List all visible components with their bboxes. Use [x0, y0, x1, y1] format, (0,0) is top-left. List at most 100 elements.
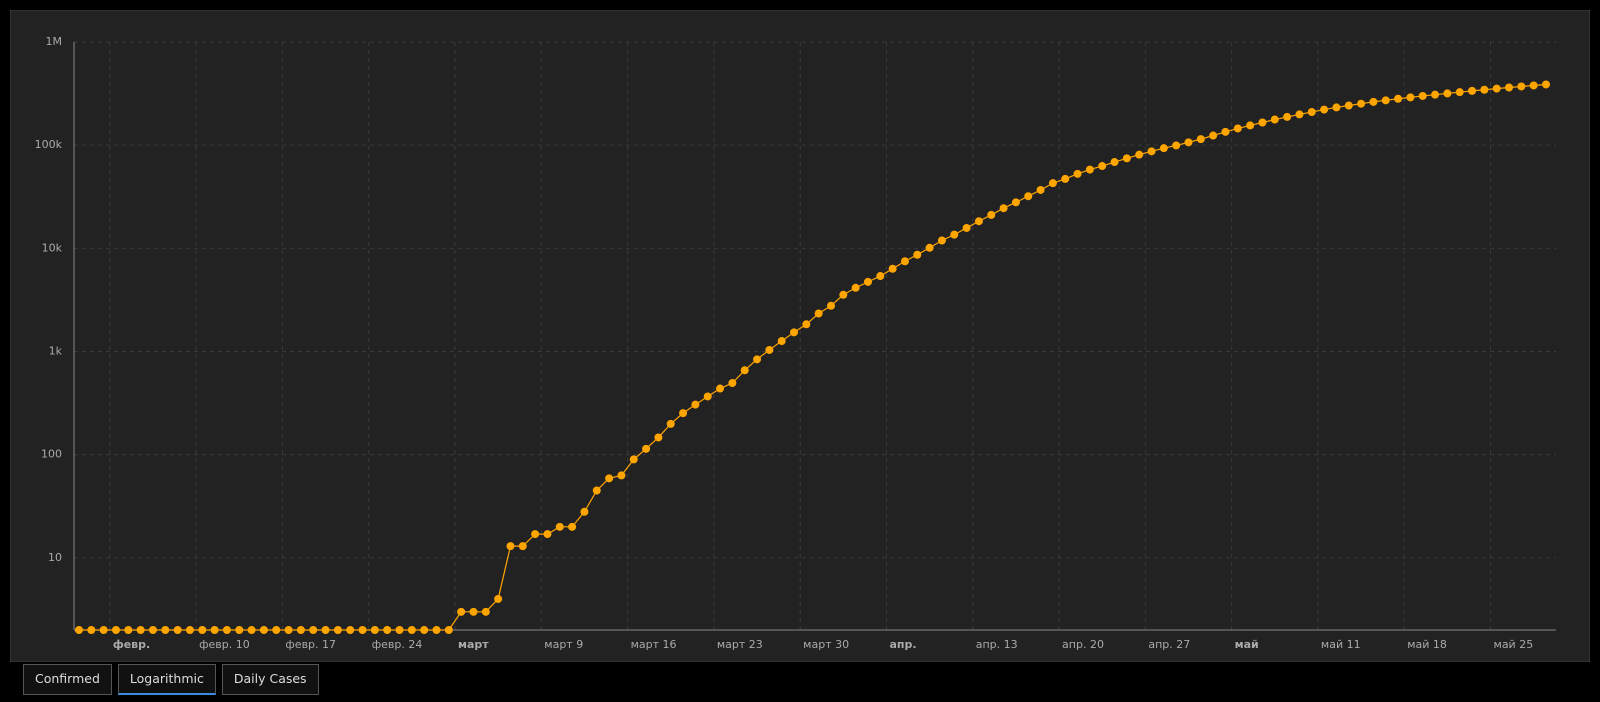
data-point [740, 366, 749, 375]
tab[interactable]: Logarithmic [117, 664, 216, 695]
data-point [691, 400, 700, 409]
x-tick-label: март [458, 638, 489, 651]
data-point [654, 433, 663, 442]
data-point [1283, 112, 1292, 121]
data-point [802, 320, 811, 329]
data-point [999, 204, 1008, 213]
data-point [1381, 96, 1390, 105]
data-point [173, 626, 182, 634]
data-point [1221, 127, 1230, 136]
data-point [1480, 85, 1489, 94]
data-point [395, 626, 404, 634]
data-point [247, 626, 256, 634]
data-point [1455, 88, 1464, 97]
data-point [728, 379, 737, 388]
x-tick-label: февр. 17 [285, 638, 336, 651]
data-point [1320, 105, 1329, 114]
data-point [1135, 150, 1144, 159]
x-tick-label: май 25 [1494, 638, 1534, 651]
data-point [75, 626, 83, 634]
tab[interactable]: Confirmed [23, 664, 112, 695]
data-point [876, 272, 885, 281]
data-point [605, 474, 614, 483]
x-tick-label: май 11 [1321, 638, 1361, 651]
data-point [629, 455, 638, 464]
data-point [1098, 162, 1107, 171]
x-tick-label: апр. 27 [1148, 638, 1190, 651]
x-tick-label: март 30 [803, 638, 849, 651]
data-point [1122, 154, 1131, 163]
data-point [555, 522, 564, 531]
y-tick-label: 1k [49, 345, 63, 358]
data-point [1443, 89, 1452, 98]
x-tick-label: апр. [889, 638, 916, 651]
x-tick-label: февр. 10 [199, 638, 250, 651]
data-point [518, 542, 527, 551]
x-tick-label: апр. 20 [1062, 638, 1104, 651]
data-point [420, 626, 429, 634]
data-point [1517, 82, 1526, 91]
x-tick-label: февр. 24 [372, 638, 423, 651]
data-point [1258, 118, 1267, 127]
data-point [407, 626, 416, 634]
data-point [272, 626, 281, 634]
chart-panel [10, 10, 1590, 662]
data-point [888, 264, 897, 273]
data-point [950, 230, 959, 239]
data-point [1295, 110, 1304, 119]
data-point [210, 626, 219, 634]
data-point [1209, 131, 1218, 140]
data-point [617, 471, 626, 480]
x-tick-label: март 16 [631, 638, 677, 651]
data-point [1036, 185, 1045, 194]
data-point [531, 530, 540, 539]
data-point [444, 626, 453, 634]
y-tick-label: 10k [42, 241, 63, 254]
data-point [814, 309, 823, 318]
data-point [1505, 83, 1514, 92]
x-tick-label: май [1235, 638, 1259, 651]
data-point [863, 277, 872, 286]
data-point [1110, 158, 1119, 167]
data-point [716, 384, 725, 393]
data-point [198, 626, 207, 634]
data-point [1492, 84, 1501, 93]
data-point [1172, 141, 1181, 150]
x-tick-label: март 23 [717, 638, 763, 651]
data-point [148, 626, 157, 634]
data-point [1147, 147, 1156, 156]
data-point [222, 626, 231, 634]
data-point [136, 626, 145, 634]
tab[interactable]: Daily Cases [221, 664, 319, 695]
data-point [1061, 174, 1070, 183]
data-point [1542, 80, 1550, 89]
data-point [777, 337, 786, 346]
data-point [1011, 198, 1020, 207]
data-point [1406, 93, 1415, 102]
data-point [1196, 135, 1205, 144]
data-point [99, 626, 108, 634]
data-point [124, 626, 133, 634]
data-point [383, 626, 392, 634]
y-tick-label: 100 [41, 448, 62, 461]
data-point [296, 626, 305, 634]
data-point [592, 486, 601, 495]
data-point [913, 250, 922, 259]
data-point [1369, 97, 1378, 106]
data-point [259, 626, 268, 634]
data-point [826, 301, 835, 310]
x-tick-label: май 18 [1407, 638, 1447, 651]
data-point [87, 626, 96, 634]
data-point [642, 444, 651, 453]
data-point [1418, 91, 1427, 100]
tab-bar: Confirmed Logarithmic Daily Cases [23, 664, 319, 695]
data-point [703, 392, 712, 401]
x-tick-label: март 9 [544, 638, 583, 651]
data-point [937, 236, 946, 245]
x-tick-label: февр. [113, 638, 150, 651]
data-point [1307, 107, 1316, 116]
data-point [543, 530, 552, 539]
data-point [962, 223, 971, 232]
data-point [974, 217, 983, 226]
